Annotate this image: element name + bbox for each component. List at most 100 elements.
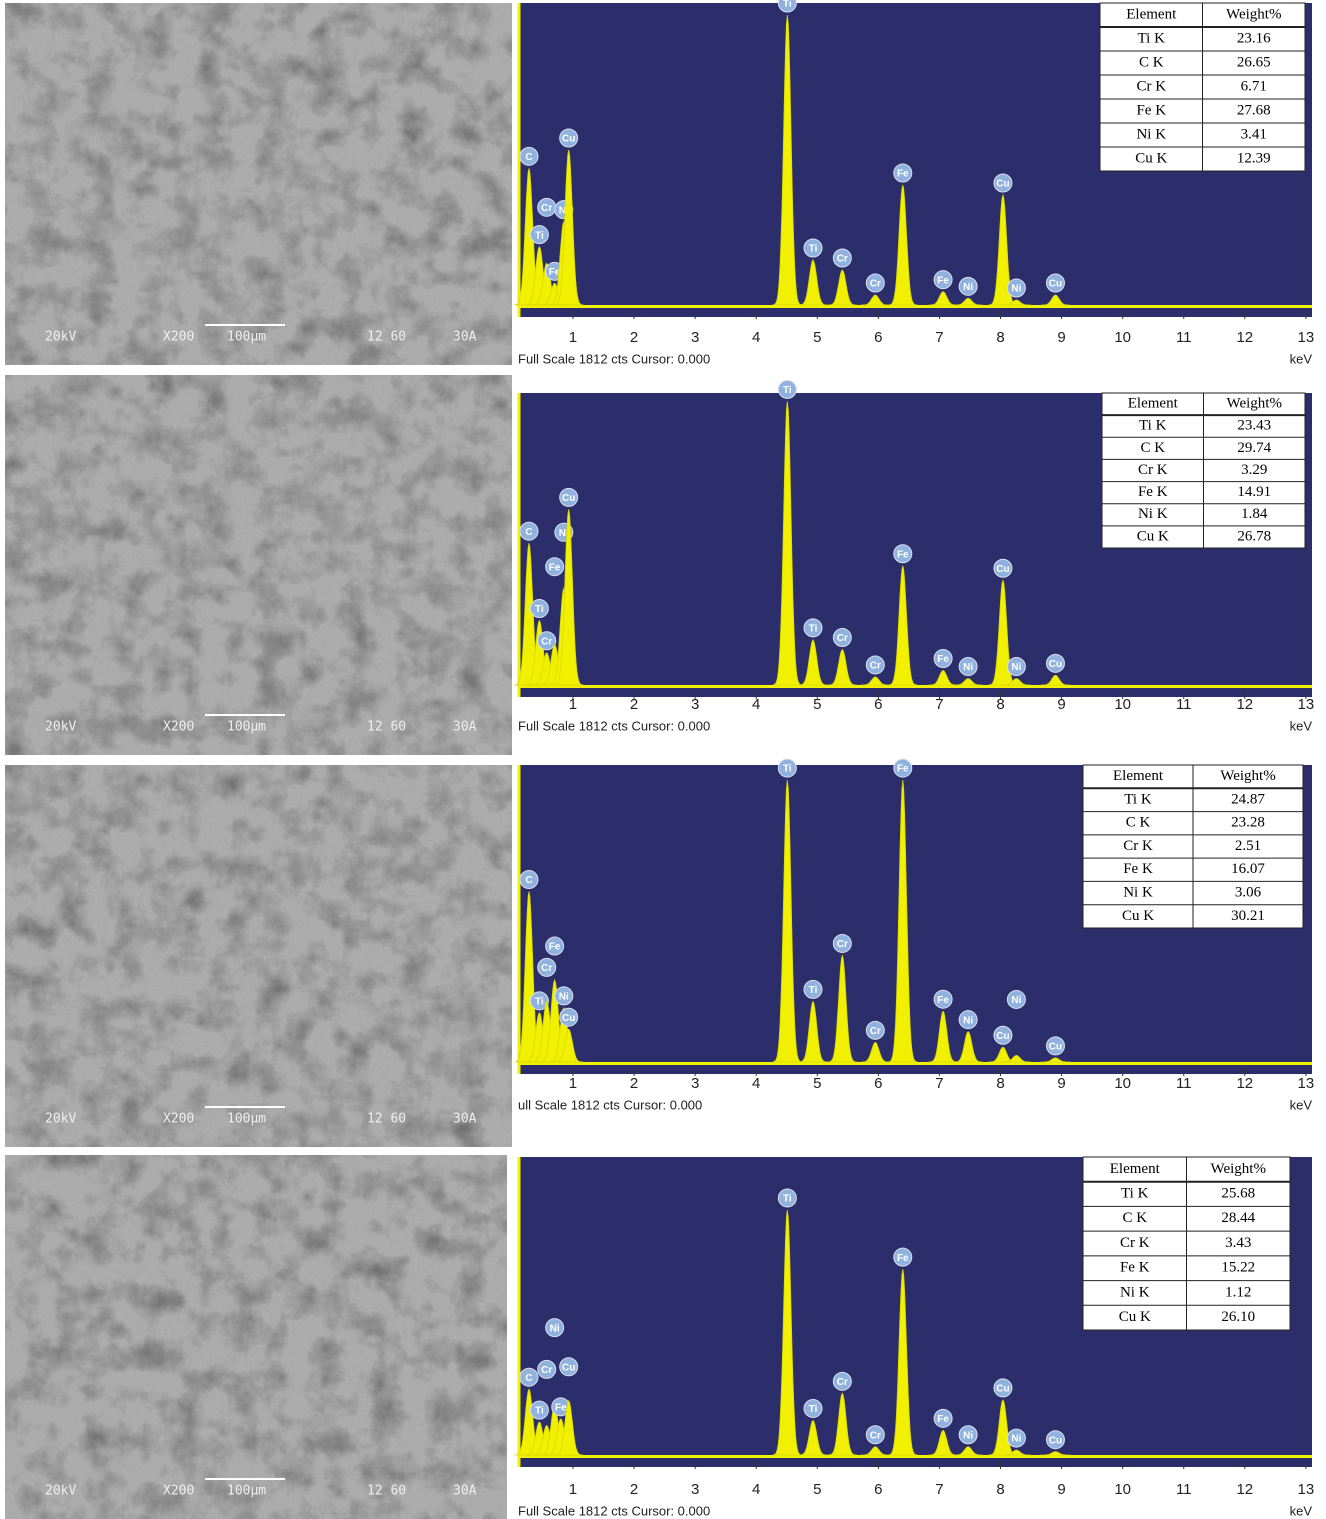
peak-label: Fe (555, 1402, 567, 1413)
peak-label: Ni (963, 1430, 973, 1441)
sem-label: X200 (163, 330, 194, 345)
peak-label: Fe (549, 562, 561, 573)
x-tick-label: 4 (752, 1481, 760, 1498)
x-tick-label: 1 (569, 329, 577, 346)
table-cell: 23.16 (1237, 30, 1271, 46)
table-header: Element (1126, 6, 1177, 22)
peak-label: Ti (535, 996, 544, 1007)
sem-label: 30A (453, 720, 477, 735)
peak-label: C (525, 875, 532, 886)
x-tick-label: 4 (752, 1075, 760, 1092)
status-line: Full Scale 1812 cts Cursor: 0.000 (518, 1503, 710, 1518)
baseline (518, 305, 1312, 308)
peak-label: Ti (809, 1404, 818, 1415)
x-tick-label: 5 (813, 1075, 821, 1092)
table-cell: Ni K (1123, 885, 1153, 901)
table-header: Element (1113, 768, 1164, 784)
x-tick-label: 7 (935, 329, 943, 346)
x-tick-label: 9 (1057, 696, 1065, 713)
peak-label: Ti (783, 764, 792, 775)
baseline (518, 1455, 1312, 1458)
peak-label: Ni (1011, 1434, 1021, 1445)
table-cell: Ti K (1138, 30, 1166, 46)
peak-label: Ni (1011, 662, 1021, 673)
table-cell: 3.06 (1235, 885, 1262, 901)
x-tick-label: 12 (1236, 696, 1253, 713)
x-tick-label: 12 (1236, 1075, 1253, 1092)
sem-label: 30A (453, 1484, 477, 1499)
x-tick-label: 2 (630, 1481, 638, 1498)
sem-grain (5, 1155, 507, 1519)
peak-label: C (525, 1373, 532, 1384)
peak-label: Cr (870, 661, 881, 672)
peak-label: Ni (1011, 995, 1021, 1006)
table-cell: 26.10 (1221, 1309, 1255, 1325)
status-line: Full Scale 1812 cts Cursor: 0.000 (518, 351, 710, 366)
peak-label: Cr (541, 963, 552, 974)
peak-label: Cr (837, 1377, 848, 1388)
sem-grain (5, 3, 512, 365)
x-tick-label: 5 (813, 329, 821, 346)
x-tick-label: 1 (569, 1075, 577, 1092)
peak-label: Ti (809, 244, 818, 255)
peak-label: Ti (783, 1194, 792, 1205)
x-tick-label: 6 (874, 1481, 882, 1498)
sem-label: 100µm (227, 1484, 266, 1499)
table-cell: Fe K (1123, 861, 1153, 877)
peak-label: Cr (541, 1365, 552, 1376)
peak-label: Cr (870, 279, 881, 290)
table-cell: 30.21 (1231, 908, 1265, 924)
peak-label: Ti (535, 604, 544, 615)
table-cell: Fe K (1136, 102, 1166, 118)
peak-label: Fe (937, 1414, 949, 1425)
table-cell: Cr K (1120, 1235, 1150, 1251)
x-tick-label: 11 (1176, 696, 1192, 713)
table-cell: C K (1122, 1210, 1147, 1226)
table-cell: 25.68 (1221, 1186, 1255, 1202)
sem-label: 12 60 (367, 1484, 406, 1499)
peak-label: Fe (897, 764, 909, 775)
table-header: Weight% (1226, 6, 1281, 22)
table-header: Element (1110, 1161, 1161, 1177)
table-cell: 1.84 (1241, 506, 1268, 522)
sem-label: 20kV (45, 1484, 76, 1499)
peak-label: Cu (1049, 1435, 1062, 1446)
peak-label: Cr (837, 254, 848, 265)
x-tick-label: 9 (1057, 329, 1065, 346)
x-tick-label: 9 (1057, 1075, 1065, 1092)
sem-label: 30A (453, 1112, 477, 1127)
peak-label: Cr (837, 939, 848, 950)
status-line: ull Scale 1812 cts Cursor: 0.000 (518, 1097, 702, 1112)
x-tick-label: 10 (1114, 329, 1131, 346)
peak-label: Ni (963, 1015, 973, 1026)
x-tick-label: 9 (1057, 1481, 1065, 1498)
peak-label: Fe (897, 549, 909, 560)
x-tick-label: 7 (935, 696, 943, 713)
peak-label: Cr (870, 1026, 881, 1037)
x-tick-label: 2 (630, 696, 638, 713)
table-cell: 1.12 (1225, 1284, 1251, 1300)
peak-label: Ti (783, 0, 792, 10)
sem-label: 100µm (227, 1112, 266, 1127)
sem-label: 20kV (45, 720, 76, 735)
x-tick-label: 6 (874, 1075, 882, 1092)
x-axis-unit: keV (1290, 1097, 1313, 1112)
table-cell: C K (1126, 815, 1151, 831)
x-tick-label: 6 (874, 696, 882, 713)
table-cell: 27.68 (1237, 102, 1271, 118)
table-cell: Cu K (1119, 1309, 1151, 1325)
x-tick-label: 13 (1298, 1481, 1315, 1498)
sem-grain (5, 765, 512, 1147)
peak-label: Fe (937, 275, 949, 286)
table-cell: 2.51 (1235, 838, 1261, 854)
table-cell: C K (1140, 440, 1165, 456)
x-axis-unit: keV (1290, 351, 1313, 366)
x-tick-label: 11 (1176, 1481, 1192, 1498)
peak-label: Ni (550, 1323, 560, 1334)
x-tick-label: 2 (630, 1075, 638, 1092)
peak-label: Cu (996, 179, 1009, 190)
sem-label: 20kV (45, 330, 76, 345)
sem-label: 12 60 (367, 330, 406, 345)
peak-label: Cu (1049, 279, 1062, 290)
peak-label: Cu (1049, 1042, 1062, 1053)
